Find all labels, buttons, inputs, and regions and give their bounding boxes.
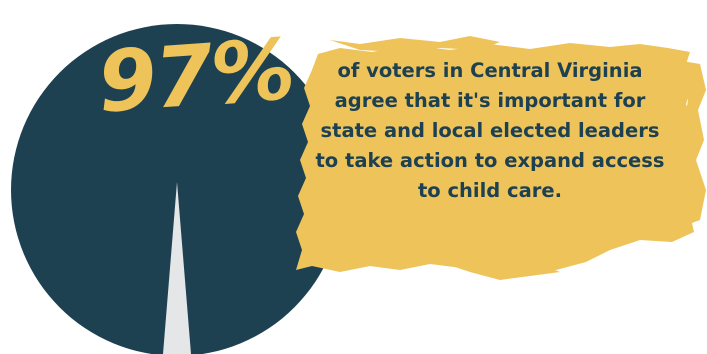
brush-edge-top <box>330 36 500 52</box>
stat-statement: of voters in Central Virginia agree that… <box>315 59 665 202</box>
brush-edge-bottom <box>440 262 560 280</box>
gauge-needle <box>163 182 191 354</box>
stat-value: 97% <box>94 20 297 132</box>
brush-edge-right <box>676 60 706 226</box>
brush-highlight <box>296 43 698 274</box>
